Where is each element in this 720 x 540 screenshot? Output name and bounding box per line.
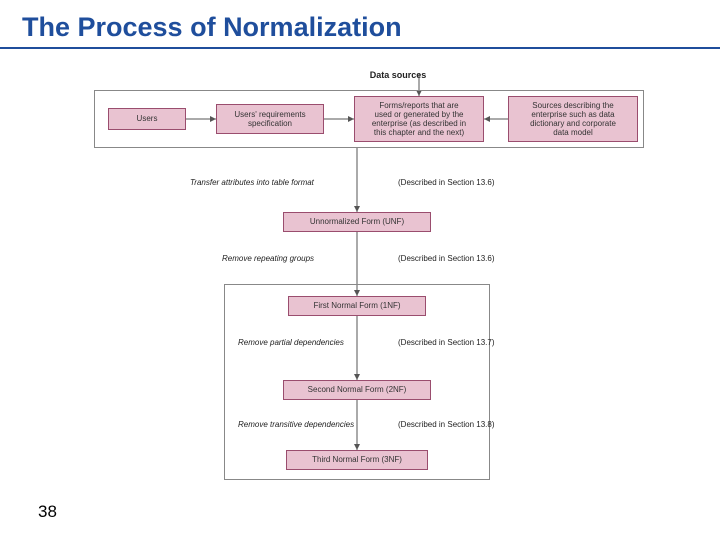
caption-0: Transfer attributes into table format (190, 178, 314, 187)
node-forms: Forms/reports that areused or generated … (354, 96, 484, 142)
caption-5: (Described in Section 13.7) (398, 338, 495, 347)
normalization-flowchart: Data sources UsersUsers' requirementsspe… (88, 74, 648, 494)
caption-6: Remove transitive dependencies (238, 420, 354, 429)
diagram-heading: Data sources (338, 70, 458, 80)
node-2nf: Second Normal Form (2NF) (283, 380, 431, 400)
node-sources: Sources describing theenterprise such as… (508, 96, 638, 142)
caption-3: (Described in Section 13.6) (398, 254, 495, 263)
caption-7: (Described in Section 13.8) (398, 420, 495, 429)
node-3nf: Third Normal Form (3NF) (286, 450, 428, 470)
node-unf: Unnormalized Form (UNF) (283, 212, 431, 232)
caption-1: (Described in Section 13.6) (398, 178, 495, 187)
node-users: Users (108, 108, 186, 130)
page-number: 38 (38, 502, 57, 522)
title-bar: The Process of Normalization (0, 0, 720, 49)
page-title: The Process of Normalization (22, 12, 698, 43)
node-1nf: First Normal Form (1NF) (288, 296, 426, 316)
caption-4: Remove partial dependencies (238, 338, 344, 347)
caption-2: Remove repeating groups (222, 254, 314, 263)
node-spec: Users' requirementsspecification (216, 104, 324, 134)
